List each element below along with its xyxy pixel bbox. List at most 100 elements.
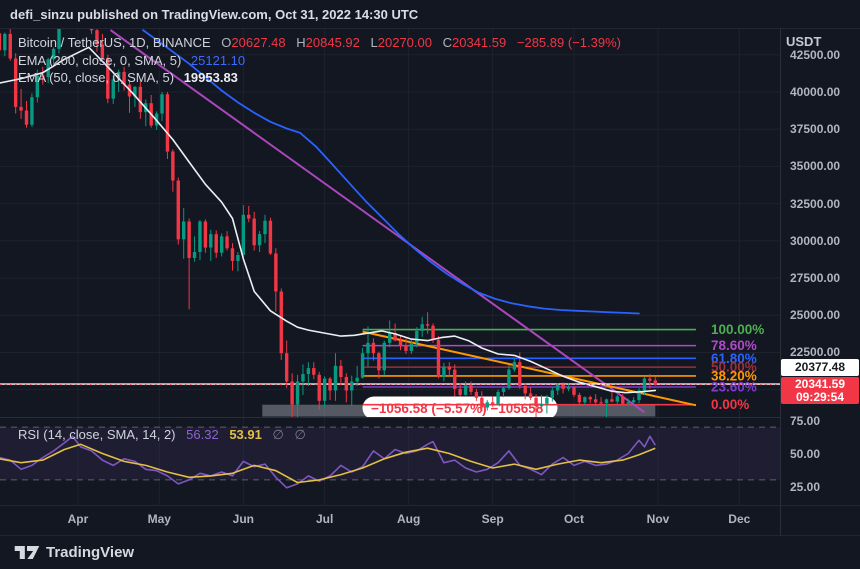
high-value: 20845.92 [305, 35, 360, 50]
change-value: −285.89 (−1.39%) [516, 35, 621, 50]
candle-body [116, 71, 121, 80]
candle-body [165, 94, 170, 152]
rsi-value: 56.32 [186, 427, 219, 442]
rsi-pane[interactable] [0, 426, 780, 489]
descending-trendline-purple[interactable] [109, 29, 646, 414]
candle-body [436, 339, 441, 378]
candle-body [507, 369, 511, 389]
candle-body [463, 385, 468, 395]
candle-body [415, 330, 419, 343]
candle-body [371, 342, 376, 354]
candle-body [588, 397, 592, 400]
rsi-tick-label: 75.00 [790, 413, 821, 428]
candle-body [631, 400, 636, 403]
range-label-box[interactable] [362, 396, 558, 420]
candle-body [572, 387, 576, 395]
fib-level-label: 23.60% [711, 379, 757, 394]
candle-body [122, 71, 126, 85]
ema50-line [0, 46, 657, 394]
candle-body [219, 236, 224, 253]
price-axis[interactable] [780, 29, 860, 505]
candle-body [382, 342, 386, 371]
candle-body [648, 378, 652, 381]
price-tick-label: 42500.00 [790, 47, 841, 62]
time-axis[interactable] [0, 505, 860, 536]
symbol-title: Bitcoin / TetherUS, 1D, BINANCE [18, 35, 211, 50]
candle-body [442, 366, 446, 378]
candle-body [604, 399, 609, 404]
time-axis-label: Sep [481, 512, 504, 526]
candle-body [545, 397, 549, 404]
candle-body [252, 218, 256, 246]
candle-body [111, 79, 115, 99]
fib-level-label: 0.00% [711, 397, 749, 412]
candle-body [539, 403, 544, 407]
candle-body [100, 44, 105, 58]
ema50-legend-row[interactable]: EMA (50, close, 0, SMA, 5) 19953.83 [18, 70, 238, 85]
candle-body [209, 234, 213, 248]
candle-body [317, 374, 321, 401]
fib-level-label: 61.80% [711, 351, 757, 366]
candle-body [257, 234, 262, 246]
candle-body [187, 221, 191, 258]
main-pane[interactable]: −1056.58 (−5.57%) −105658 [0, 0, 780, 425]
candle-body [274, 253, 278, 292]
time-axis-label: May [147, 512, 171, 526]
candle-body [501, 388, 506, 392]
low-label: L [370, 35, 378, 50]
tradingview-logo-icon[interactable] [14, 545, 40, 565]
candle-body [236, 254, 240, 261]
candle-body [284, 353, 289, 382]
candle-body [35, 75, 40, 98]
range-change-label: −1056.58 (−5.57%) −105658 [371, 401, 544, 416]
candle-body [599, 402, 603, 404]
ema200-legend-row[interactable]: EMA (200, close, 0, SMA, 5) 25121.10 [18, 53, 245, 68]
candle-body [182, 221, 186, 240]
candle-body [518, 362, 522, 386]
price-tick-label: 22500.00 [790, 345, 841, 360]
fib-level-label: 78.60% [711, 338, 757, 353]
symbol-legend-row[interactable]: Bitcoin / TetherUS, 1D, BINANCE O20627.4… [18, 35, 621, 50]
price-tick-label: 30000.00 [790, 233, 841, 248]
candle-body [57, 29, 61, 49]
footer-divider [0, 535, 860, 536]
close-label: C [442, 35, 453, 50]
candle-body [458, 388, 462, 395]
candle-body [366, 342, 370, 354]
candle-body [431, 325, 435, 340]
time-axis-label: Jun [232, 512, 254, 526]
candle-body [561, 384, 565, 389]
candle-body [528, 393, 533, 398]
rsi-label: RSI (14, close, SMA, 14, 2) [18, 427, 176, 442]
candle-body [350, 381, 354, 391]
candle-body [171, 151, 175, 181]
candle-body [198, 221, 202, 252]
candle-body [637, 390, 641, 401]
candlestick-series [0, 29, 657, 418]
open-value: 20627.48 [231, 35, 286, 50]
candle-body [393, 333, 397, 341]
candle-body [480, 397, 484, 408]
bar-countdown: 09:29:54 [795, 390, 845, 404]
candle-body [160, 94, 164, 114]
time-axis-label: Apr [67, 512, 89, 526]
rsi-line [0, 435, 656, 489]
candle-body [51, 48, 56, 60]
ema200-value: 25121.10 [190, 53, 246, 68]
rsi-tick-label: 50.00 [790, 446, 821, 461]
candle-body [360, 353, 365, 378]
candle-body [425, 324, 430, 326]
candle-body [593, 399, 598, 403]
candle-body [176, 180, 180, 240]
high-label: H [296, 35, 306, 50]
time-axis-label: Dec [728, 512, 751, 526]
rsi-tick-label: 25.00 [790, 479, 821, 494]
rsi-legend-row[interactable]: RSI (14, close, SMA, 14, 2) 56.32 53.91 … [18, 427, 306, 443]
price-tick-label: 40000.00 [790, 85, 841, 99]
price-tick-label: 27500.00 [790, 271, 841, 286]
time-axis-label: Oct [563, 512, 584, 526]
price-tick-label: 37500.00 [790, 122, 841, 137]
candle-body [447, 366, 452, 370]
candle-body [95, 30, 99, 45]
